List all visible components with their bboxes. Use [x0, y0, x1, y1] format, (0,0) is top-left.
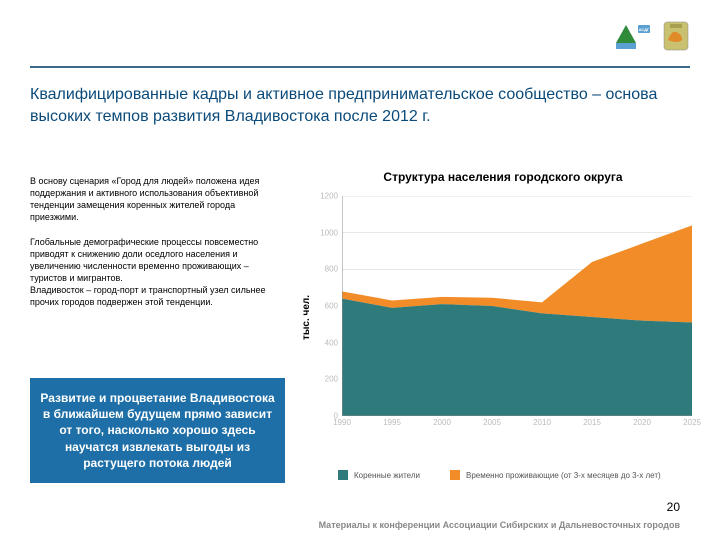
legend-swatch-native	[338, 470, 348, 480]
footer-text: Материалы к конференции Ассоциации Сибир…	[319, 520, 680, 530]
header-logos: АСДГ	[614, 20, 690, 52]
y-axis-label: тыс. чел.	[298, 192, 316, 442]
legend-label-native: Коренные жители	[354, 471, 420, 480]
plot-area: 19901995200020052010201520202025	[342, 196, 692, 416]
callout-box: Развитие и процветание Владивостока в бл…	[30, 378, 285, 483]
y-axis-ticks: 020040060080010001200	[316, 196, 342, 416]
page-number: 20	[667, 500, 680, 514]
logo-asdg: АСДГ	[614, 21, 652, 51]
header-divider	[30, 66, 690, 68]
legend-item-temporary: Временно проживающие (от 3-х месяцев до …	[450, 470, 661, 480]
svg-text:АСДГ: АСДГ	[639, 27, 650, 32]
paragraph-2: Глобальные демографические процессы повс…	[30, 236, 285, 309]
logo-city-crest	[662, 20, 690, 52]
chart-title: Структура населения городского округа	[298, 170, 708, 184]
x-axis-ticks: 19901995200020052010201520202025	[342, 418, 692, 432]
chart-legend: Коренные жители Временно проживающие (от…	[338, 470, 708, 480]
population-chart: Структура населения городского округа ты…	[298, 170, 708, 480]
paragraph-1: В основу сценария «Город для людей» поло…	[30, 175, 285, 224]
legend-label-temporary: Временно проживающие (от 3-х месяцев до …	[466, 471, 661, 480]
legend-swatch-temporary	[450, 470, 460, 480]
left-text-column: В основу сценария «Город для людей» поло…	[30, 175, 285, 320]
legend-item-native: Коренные жители	[338, 470, 420, 480]
page-title: Квалифицированные кадры и активное предп…	[30, 84, 690, 127]
